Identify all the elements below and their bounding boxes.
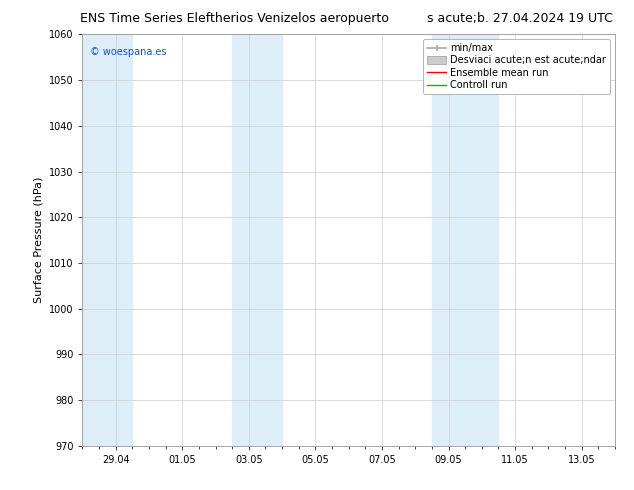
- Bar: [432, 34, 498, 446]
- Y-axis label: Surface Pressure (hPa): Surface Pressure (hPa): [33, 177, 43, 303]
- Text: s acute;b. 27.04.2024 19 UTC: s acute;b. 27.04.2024 19 UTC: [427, 12, 613, 25]
- Text: ENS Time Series Eleftherios Venizelos aeropuerto: ENS Time Series Eleftherios Venizelos ae…: [80, 12, 389, 25]
- Bar: [232, 34, 282, 446]
- Legend: min/max, Desviaci acute;n est acute;ndar, Ensemble mean run, Controll run: min/max, Desviaci acute;n est acute;ndar…: [423, 39, 610, 94]
- Text: © woespana.es: © woespana.es: [91, 47, 167, 57]
- Bar: [82, 34, 133, 446]
